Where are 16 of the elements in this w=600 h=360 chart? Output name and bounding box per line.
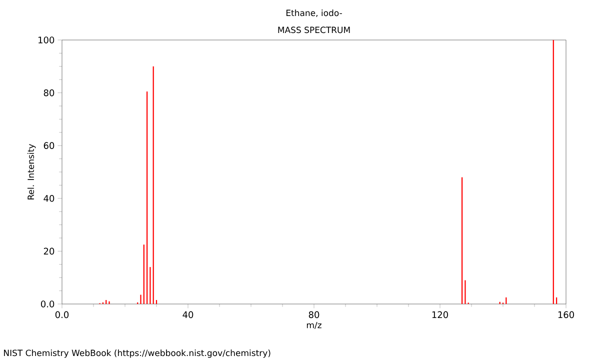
x-tick-label: 0.0 <box>55 311 69 318</box>
y-axis-title: Rel. Intensity <box>27 144 36 200</box>
y-tick-label: 40 <box>44 194 54 202</box>
x-tick-label: 160 <box>558 311 574 318</box>
x-tick-label: 40 <box>182 311 194 318</box>
chart-subtitle: MASS SPECTRUM <box>278 26 350 34</box>
text: NIST Chemistry WebBook (https://webbook.nist.gov/chemistry) <box>4 350 270 358</box>
x-axis-title: m/z <box>306 322 322 329</box>
x-tick-label: 120 <box>432 311 448 318</box>
y-tick-label: 20 <box>44 248 54 255</box>
chart-title: Ethane, iodo- <box>286 10 342 17</box>
y-tick-label: 0.0 <box>41 300 54 308</box>
x-tick-label: 80 <box>308 311 320 318</box>
y-tick-label: 100 <box>38 36 54 44</box>
y-tick-label: 60 <box>44 142 54 149</box>
y-tick-label: 80 <box>44 89 54 96</box>
